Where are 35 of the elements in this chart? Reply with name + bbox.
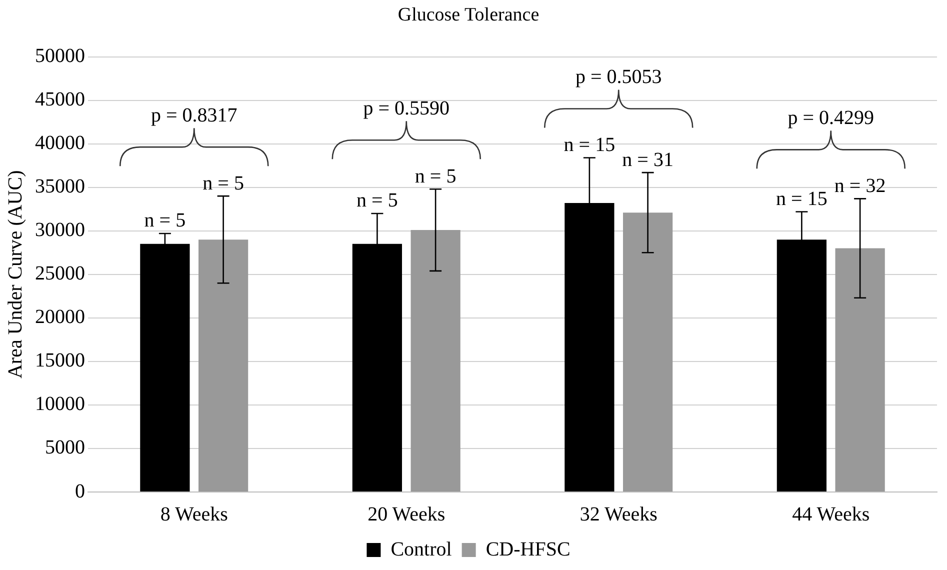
annotation: p = 0.8317 (150, 104, 238, 126)
y-tick-label: 50000 (35, 45, 85, 68)
annotation: n = 5 (202, 172, 244, 194)
chart-title: Glucose Tolerance (398, 4, 540, 26)
y-tick-label: 10000 (35, 393, 85, 416)
y-tick-label: 15000 (35, 350, 85, 372)
x-tick-label: 20 Weeks (368, 503, 446, 526)
legend-label: Control (390, 538, 452, 560)
annotation: p = 0.4299 (788, 106, 874, 129)
annotation: p = 0.5053 (575, 66, 662, 88)
annotation: n = 5 (144, 210, 186, 232)
annotation: n = 15 (564, 134, 616, 156)
y-tick-label: 25000 (35, 262, 85, 285)
y-tick-label: 30000 (35, 219, 85, 242)
y-tick-label: 40000 (35, 132, 85, 154)
annotation: n = 32 (834, 174, 886, 197)
bar (410, 230, 460, 492)
x-tick-label: 8 Weeks (160, 503, 228, 526)
y-tick-label: 45000 (35, 88, 85, 111)
y-tick-label: 0 (75, 480, 85, 502)
annotation: n = 15 (776, 188, 828, 210)
x-tick-label: 32 Weeks (580, 503, 658, 526)
y-tick-label: 5000 (45, 436, 85, 459)
y-tick-label: 35000 (35, 176, 85, 198)
x-tick-label: 44 Weeks (792, 503, 870, 526)
y-tick-label: 20000 (35, 306, 85, 328)
bar (198, 240, 248, 492)
y-axis-title: Area Under Curve (AUC) (4, 170, 26, 379)
bar (623, 212, 673, 492)
legend-label: CD-HFSC (486, 538, 570, 560)
bar (835, 248, 885, 492)
annotation: p = 0.5590 (363, 97, 450, 120)
annotation: n = 5 (414, 165, 456, 188)
annotation: n = 31 (622, 148, 674, 171)
annotation: n = 5 (356, 190, 398, 212)
